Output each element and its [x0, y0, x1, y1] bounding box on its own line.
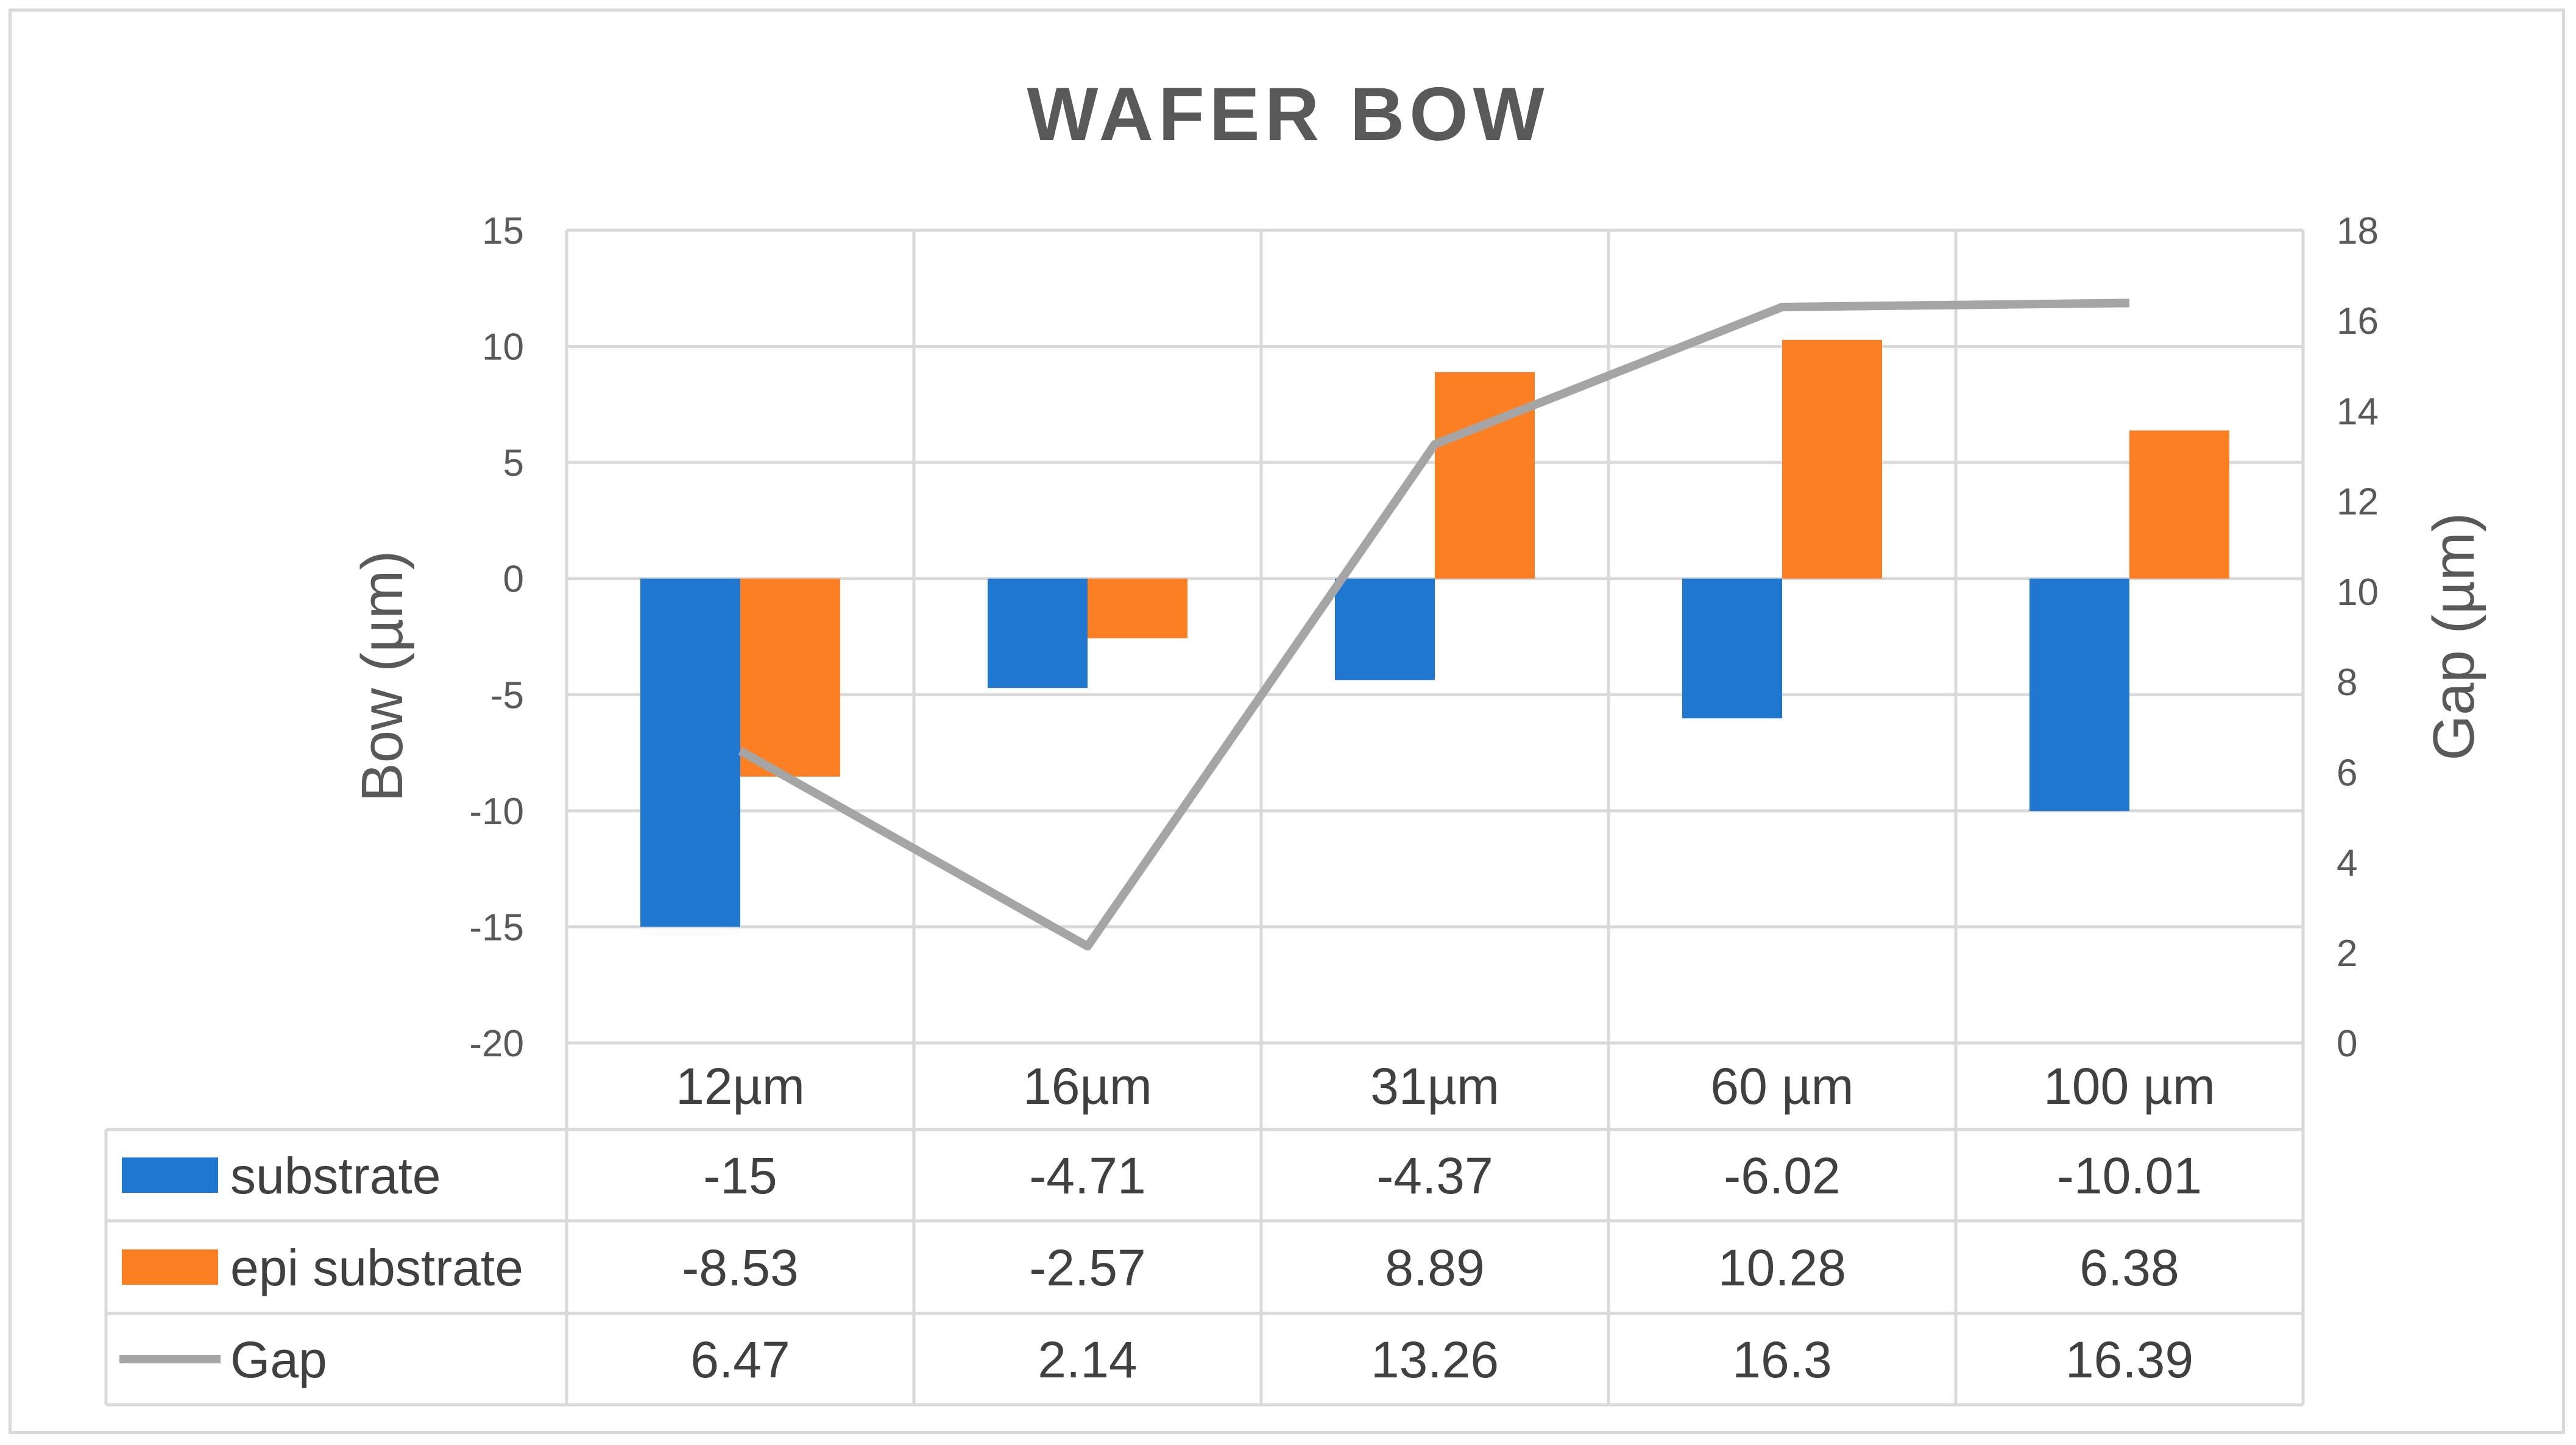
- bar-epi-substrate: [1782, 339, 1882, 579]
- bar-substrate: [988, 578, 1088, 688]
- table-cell: 6.38: [2079, 1239, 2179, 1296]
- y2-tick-label: 12: [2337, 481, 2379, 523]
- table-series-name: epi substrate: [230, 1239, 523, 1296]
- chart-frame: [9, 9, 2565, 1434]
- y2-tick-label: 10: [2337, 571, 2379, 613]
- bar-substrate: [640, 578, 740, 927]
- chart-title: WAFER BOW: [1027, 72, 1549, 157]
- y2-tick-label: 18: [2337, 210, 2379, 252]
- y2-tick-label: 6: [2337, 752, 2357, 794]
- table-series-name: Gap: [230, 1331, 327, 1388]
- y-tick-label: -10: [469, 791, 524, 833]
- table-cell: -8.53: [682, 1239, 798, 1296]
- y2-axis-title: Gap (µm): [2421, 512, 2486, 760]
- y2-tick-label: 0: [2337, 1023, 2357, 1065]
- legend-key-substrate: [122, 1157, 218, 1193]
- table-cell: -4.37: [1376, 1147, 1493, 1204]
- legend-key-epi-substrate: [122, 1249, 218, 1285]
- bar-epi-substrate: [740, 578, 840, 777]
- table-cell: 10.28: [1718, 1239, 1846, 1296]
- bar-epi-substrate: [2129, 430, 2229, 579]
- x-category-label: 31µm: [1370, 1058, 1499, 1115]
- x-category-label: 12µm: [676, 1058, 805, 1115]
- table-cell: 16.39: [2065, 1331, 2193, 1388]
- table-cell: 8.89: [1385, 1239, 1485, 1296]
- gridlines: [104, 228, 2305, 1407]
- bar-epi-substrate: [1435, 372, 1535, 579]
- y2-tick-label: 8: [2337, 662, 2357, 704]
- y-tick-label: 0: [503, 559, 524, 601]
- table-cell: -2.57: [1029, 1239, 1145, 1296]
- table-cell: -4.71: [1029, 1147, 1145, 1204]
- y2-tick-label: 14: [2337, 390, 2379, 433]
- bar-substrate: [2029, 578, 2129, 811]
- x-category-label: 60 µm: [1710, 1058, 1853, 1115]
- gap-line-layer: [738, 299, 2130, 951]
- bars: [640, 339, 2229, 927]
- table-cell: -6.02: [1724, 1147, 1840, 1204]
- bar-epi-substrate: [1088, 578, 1187, 638]
- table-cell: 6.47: [690, 1331, 790, 1388]
- table-series-name: substrate: [230, 1147, 441, 1204]
- bar-substrate: [1335, 578, 1435, 680]
- table-cell: 16.3: [1732, 1331, 1832, 1388]
- y-tick-label: -5: [490, 674, 524, 716]
- y-tick-label: -15: [469, 906, 524, 949]
- table-cell: 13.26: [1371, 1331, 1499, 1388]
- data-table: substrate -15 -4.71 -4.37 -6.02 -10.01 epi sub…: [119, 1147, 2202, 1388]
- x-category-label: 16µm: [1023, 1058, 1152, 1115]
- y2-tick-label: 16: [2337, 300, 2379, 342]
- y-tick-label: 5: [503, 442, 524, 484]
- table-cell: 2.14: [1038, 1331, 1138, 1388]
- y-tick-label: -20: [469, 1023, 524, 1065]
- y-tick-label: 15: [482, 210, 524, 252]
- x-category-label: 100 µm: [2043, 1058, 2215, 1115]
- y2-tick-label: 4: [2337, 843, 2357, 885]
- table-cell: -10.01: [2057, 1147, 2202, 1204]
- bar-substrate: [1682, 578, 1782, 719]
- table-cell: -15: [703, 1147, 777, 1204]
- axis-ticks: 15 10 5 0 -5 -10 -15 -20 18 16 14 12 10 8 6 4 2 0 12µm 16µm…: [469, 210, 2379, 1115]
- y2-tick-label: 2: [2337, 933, 2357, 975]
- y-axis-title: Bow (µm): [350, 551, 415, 802]
- y-tick-label: 10: [482, 327, 524, 369]
- series-line-gap: [738, 299, 2130, 951]
